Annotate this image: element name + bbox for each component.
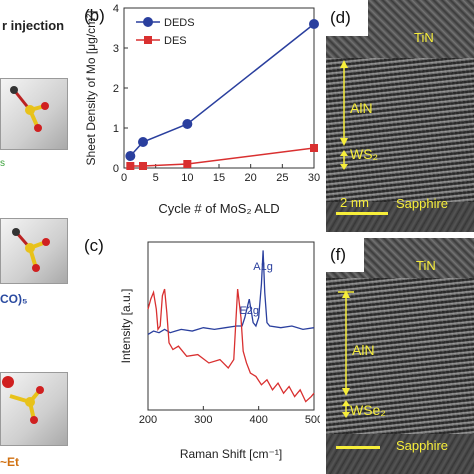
plot-frame-b xyxy=(123,7,315,169)
scale-bar-f xyxy=(336,446,380,449)
y-axis-label-b: Sheet Density of Mo [μg/cm²] xyxy=(84,11,98,166)
data-point-des xyxy=(310,144,318,152)
plot-frame-c xyxy=(147,241,315,411)
data-point-des xyxy=(126,162,135,170)
scale-bar-d xyxy=(336,212,388,215)
tin-label-d: TiN xyxy=(414,30,434,45)
peak-label-a1g: A1g xyxy=(253,261,273,273)
x-tick-label-c: 500 xyxy=(305,414,320,426)
x-tick-label-b: 15 xyxy=(213,172,225,184)
x-tick-label-b: 20 xyxy=(245,172,257,184)
y-tick-label-b: 4 xyxy=(113,3,119,15)
molecule-3 xyxy=(2,376,44,424)
panel-f-label: (f) xyxy=(326,238,364,272)
scale-label-d: 2 nm xyxy=(340,195,369,210)
panel-c-label: (c) xyxy=(84,236,104,255)
sapphire-label-d: Sapphire xyxy=(396,196,449,211)
data-point-deds xyxy=(138,137,148,147)
data-point-deds xyxy=(125,151,136,161)
x-axis-label-c: Raman Shift [cm⁻¹] xyxy=(180,447,282,461)
y-tick-label-b: 1 xyxy=(113,123,119,135)
legend-marker-des xyxy=(144,36,152,44)
y-tick-label-b: 3 xyxy=(113,43,119,55)
legend-label-des: DES xyxy=(164,35,187,47)
panel-d-label: (d) xyxy=(326,0,368,36)
molecule-2 xyxy=(12,228,50,272)
x-tick-label-b: 25 xyxy=(276,172,288,184)
x-tick-label-b: 10 xyxy=(181,172,193,184)
y-axis-label-c: Intensity [a.u.] xyxy=(119,289,133,364)
x-tick-label-b: 5 xyxy=(153,172,159,184)
series-line-des xyxy=(130,147,315,167)
aln-label-d: AlN xyxy=(350,100,373,116)
data-point-des xyxy=(183,160,192,168)
series-line-deds xyxy=(129,23,315,157)
aln-bracket-f xyxy=(338,290,354,418)
data-point-deds xyxy=(182,119,193,129)
panel-f-tem-image: (f) TiN AlN WSe₂ Sapphire xyxy=(326,238,474,474)
x-tick-label-b: 0 xyxy=(121,172,127,184)
peak-label-e2g: E2g xyxy=(239,305,259,317)
panel-b-label: (b) xyxy=(84,6,105,25)
panel-d-tem-image: (d) TiN AlN WS₂ 2 nm Sapphire xyxy=(326,0,474,232)
x-tick-label-b: 30 xyxy=(308,172,320,184)
schematic-label-green: s xyxy=(0,158,5,169)
schematic-label-co: CO)₅ xyxy=(0,292,28,306)
y-tick-label-b: 0 xyxy=(113,163,119,175)
schematic-title: r injection xyxy=(2,18,65,33)
legend-marker-deds xyxy=(143,17,153,27)
data-point-deds xyxy=(309,19,319,29)
sapphire-label-f: Sapphire xyxy=(396,438,449,453)
schematic-label-et: ~Et xyxy=(0,455,20,469)
data-point-des xyxy=(139,162,147,170)
raman-line-blue xyxy=(147,250,315,335)
panel-c-chart: 200 300 400 500 Raman Shift [cm⁻¹] Intensity … xyxy=(119,241,320,461)
schematic-panel: r injection s CO)₅ ~Et xyxy=(0,0,80,474)
ws2-label-d: WS₂ xyxy=(350,146,378,162)
x-tick-label-c: 200 xyxy=(139,414,157,426)
raman-line-red xyxy=(147,288,315,403)
legend-label-deds: DEDS xyxy=(164,17,195,29)
tin-label-f: TiN xyxy=(416,258,436,273)
y-tick-label-b: 2 xyxy=(113,83,119,95)
x-tick-label-c: 300 xyxy=(194,414,212,426)
x-tick-label-c: 400 xyxy=(249,414,267,426)
wse2-label-f: WSe₂ xyxy=(350,402,386,418)
aln-label-f: AlN xyxy=(352,342,375,358)
molecule-1 xyxy=(10,86,49,132)
aln-bracket-d xyxy=(340,60,348,170)
x-axis-label-b: Cycle # of MoS₂ ALD xyxy=(158,201,279,216)
panel-b-chart: 0 5 10 15 20 25 30 0 1 2 3 4 Cycle # of MoS₂ ALD Shee… xyxy=(84,3,320,216)
